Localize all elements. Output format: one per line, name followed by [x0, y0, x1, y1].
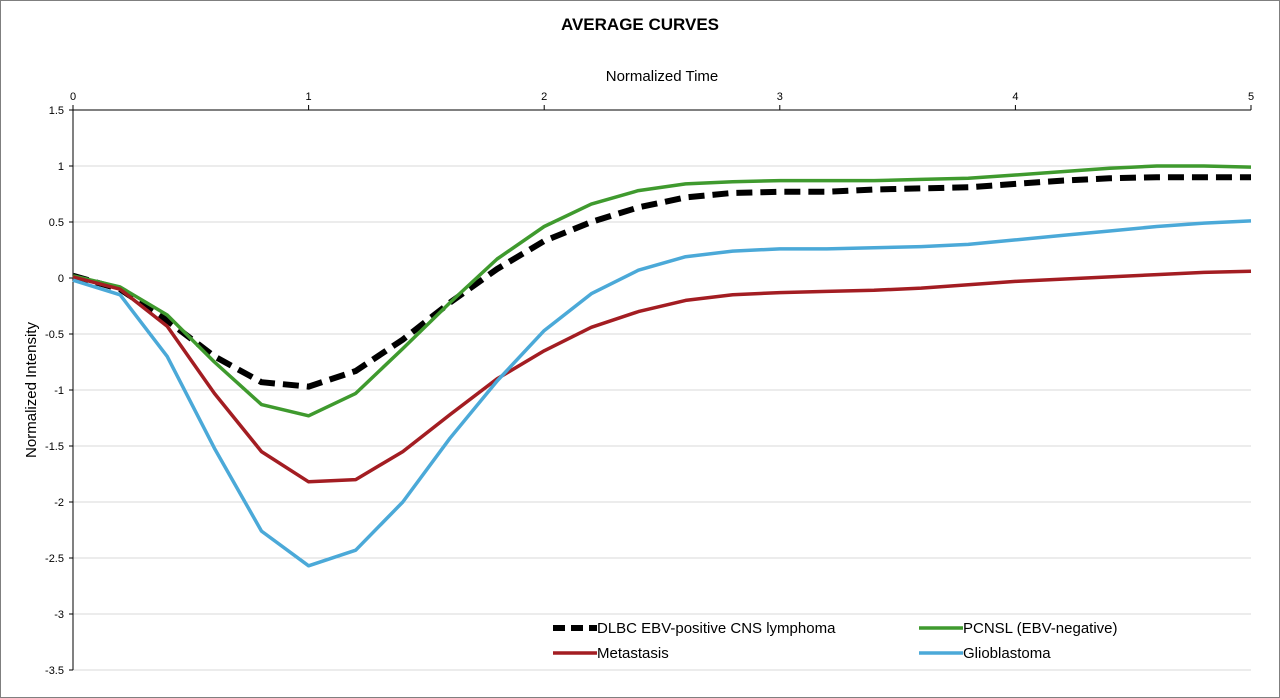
x-tick-label-4: 4: [1012, 91, 1018, 103]
y-axis-title: Normalized Intensity: [23, 322, 40, 458]
y-tick-label-2: 0.5: [49, 217, 64, 229]
axes: 1.5 1 0.5 0 -0.5 -1 -1.5 -2 -2.5 -3 -3.5 0 1 2 3 4 5: [45, 91, 1254, 677]
y-tick-label-6: -1.5: [45, 441, 64, 453]
y-tick-label-5: -1: [54, 385, 64, 397]
legend-label-1: PCNSL (EBV-negative): [963, 620, 1118, 637]
y-tick-label-10: -3.5: [45, 665, 64, 677]
x-axis-title: Normalized Time: [606, 68, 719, 85]
y-tick-label-3: 0: [58, 273, 64, 285]
y-tick-label-0: 1.5: [49, 105, 64, 117]
legend-label-0: DLBC EBV-positive CNS lymphoma: [597, 620, 836, 637]
series-line-0: [72, 174, 1251, 390]
chart-title: AVERAGE CURVES: [561, 15, 719, 34]
legend: DLBC EBV-positive CNS lymphoma PCNSL (EBV…: [553, 620, 1118, 662]
gridlines: [73, 109, 1251, 671]
series-lines: [72, 164, 1252, 568]
x-tick-label-0: 0: [70, 91, 76, 103]
series-line-1: [72, 164, 1252, 418]
y-tick-label-4: -0.5: [45, 329, 64, 341]
x-tick-label-2: 2: [541, 91, 547, 103]
y-tick-label-8: -2.5: [45, 553, 64, 565]
y-tick-label-9: -3: [54, 609, 64, 621]
x-tick-label-3: 3: [777, 91, 783, 103]
y-tick-label-1: 1: [58, 161, 64, 173]
series-line-2: [72, 269, 1252, 484]
y-tick-label-7: -2: [54, 497, 64, 509]
x-tick-label-5: 5: [1248, 91, 1254, 103]
x-tick-label-1: 1: [306, 91, 312, 103]
legend-label-3: Glioblastoma: [963, 645, 1051, 662]
legend-label-2: Metastasis: [597, 645, 669, 662]
series-line-3: [72, 219, 1252, 568]
